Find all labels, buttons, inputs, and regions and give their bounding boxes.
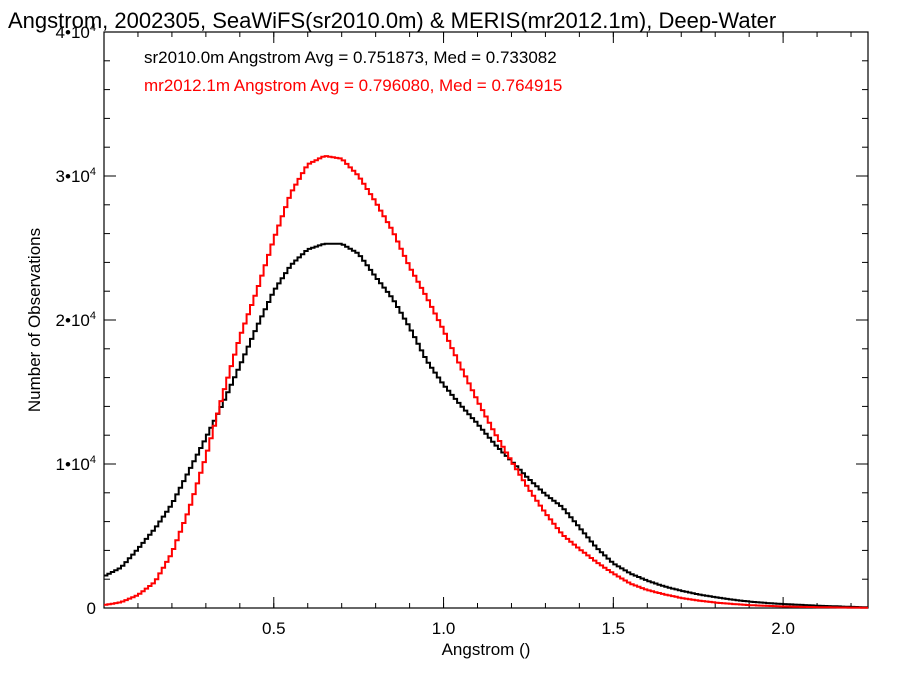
series-line-sr2010.0m bbox=[104, 242, 868, 609]
x-tick-label: 0.5 bbox=[262, 619, 286, 638]
y-tick-label: 4•104 bbox=[56, 22, 96, 42]
y-tick-label: 3•104 bbox=[56, 166, 96, 186]
y-axis-label: Number of Observations bbox=[25, 228, 44, 412]
y-axis-ticks: 0 1•104 2•104 3•104 4•104 bbox=[56, 22, 868, 618]
plot-frame bbox=[103, 31, 869, 609]
x-tick-label: 1.0 bbox=[432, 619, 456, 638]
y-tick-label: 0 bbox=[87, 599, 96, 618]
x-axis-label: Angstrom () bbox=[442, 640, 531, 659]
legend-entry-sr2010.0m: sr2010.0m Angstrom Avg = 0.751873, Med =… bbox=[144, 48, 557, 67]
chart-title: Angstrom, 2002305, SeaWiFS(sr2010.0m) & … bbox=[8, 8, 776, 33]
series-line-mr2012.1m bbox=[104, 155, 868, 609]
x-tick-label: 1.5 bbox=[602, 619, 626, 638]
legend-entry-mr2012.1m: mr2012.1m Angstrom Avg = 0.796080, Med =… bbox=[144, 76, 562, 95]
plot-area bbox=[103, 31, 869, 609]
x-axis-ticks: 0.5 1.0 1.5 2.0 bbox=[262, 32, 795, 638]
x-tick-label: 2.0 bbox=[771, 619, 795, 638]
y-tick-label: 2•104 bbox=[56, 310, 96, 330]
y-tick-label: 1•104 bbox=[56, 454, 96, 474]
legend: sr2010.0m Angstrom Avg = 0.751873, Med =… bbox=[144, 48, 562, 95]
series-group bbox=[104, 155, 868, 609]
